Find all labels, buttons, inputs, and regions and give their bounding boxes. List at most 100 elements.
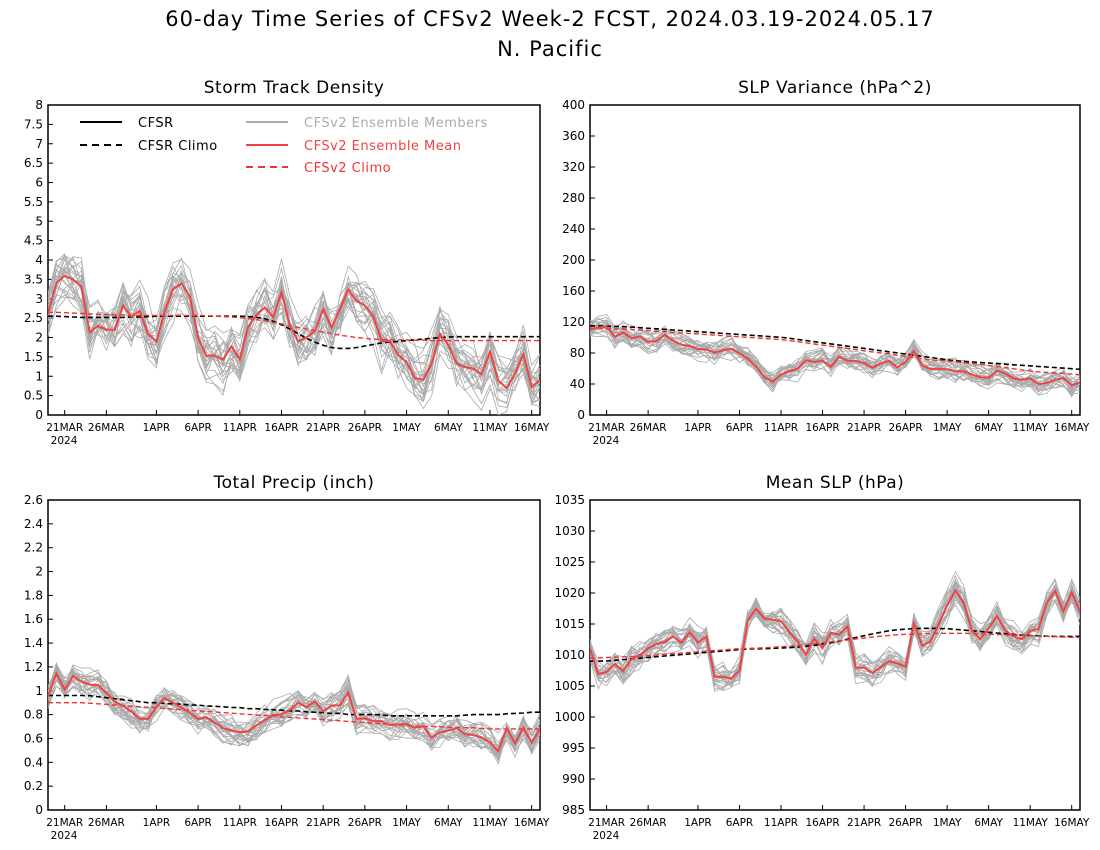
x-tick-label: 11APR bbox=[764, 422, 798, 434]
plot-frame bbox=[47, 499, 541, 811]
x-tick-label: 1APR bbox=[684, 817, 712, 829]
x-tick-label: 6APR bbox=[184, 817, 212, 829]
x-tick-label: 1MAY bbox=[933, 817, 962, 829]
y-tick-label: 160 bbox=[562, 284, 585, 298]
x-tick-label: 21MAR bbox=[588, 422, 625, 434]
x-tick-label: 1APR bbox=[143, 817, 171, 829]
ensemble-member-line bbox=[48, 275, 540, 390]
y-tick-label: 1035 bbox=[554, 493, 585, 507]
y-tick-label: 360 bbox=[562, 129, 585, 143]
legend-label: CFSv2 Ensemble Members bbox=[304, 116, 488, 131]
panel-title: SLP Variance (hPa^2) bbox=[738, 78, 932, 98]
y-tick-label: 1010 bbox=[554, 648, 585, 662]
y-tick-label: 80 bbox=[570, 346, 585, 360]
legend-label: CFSv2 Climo bbox=[304, 161, 391, 176]
ensemble-member-line bbox=[590, 579, 1080, 690]
x-year-label: 2024 bbox=[593, 830, 620, 842]
x-tick-label: 26APR bbox=[889, 422, 923, 434]
y-tick-label: 0 bbox=[35, 408, 43, 422]
ensemble-member-line bbox=[48, 664, 540, 753]
x-year-label: 2024 bbox=[593, 435, 620, 447]
x-tick-label: 16MAY bbox=[1054, 817, 1090, 829]
ensemble-member-line bbox=[590, 325, 1080, 387]
cfsv2-climo-line bbox=[48, 702, 540, 730]
x-tick-label: 1MAY bbox=[392, 422, 421, 434]
y-tick-label: 1000 bbox=[554, 710, 585, 724]
y-tick-label: 0 bbox=[577, 408, 585, 422]
cfsr-climo-line bbox=[590, 325, 1080, 371]
y-tick-label: 7 bbox=[35, 137, 43, 151]
x-tick-label: 26APR bbox=[889, 817, 923, 829]
y-tick-label: 120 bbox=[562, 315, 585, 329]
x-tick-label: 16APR bbox=[805, 817, 839, 829]
x-tick-label: 21APR bbox=[847, 422, 881, 434]
y-tick-label: 990 bbox=[562, 772, 585, 786]
y-tick-label: 3.5 bbox=[24, 272, 43, 286]
x-tick-label: 26MAR bbox=[630, 817, 667, 829]
plot-area bbox=[48, 661, 540, 765]
y-tick-label: 2 bbox=[35, 331, 43, 345]
y-tick-label: 6.5 bbox=[24, 156, 43, 170]
ensemble-member-line bbox=[590, 588, 1080, 685]
y-tick-label: 1.6 bbox=[24, 612, 43, 626]
panel-title: Storm Track Density bbox=[204, 78, 385, 98]
ensemble-member-line bbox=[48, 672, 540, 757]
x-tick-label: 21APR bbox=[306, 422, 340, 434]
ensemble-member-line bbox=[48, 257, 540, 408]
y-tick-label: 240 bbox=[562, 222, 585, 236]
ensemble-mean-line bbox=[48, 671, 540, 754]
y-tick-label: 3 bbox=[35, 292, 43, 306]
y-tick-label: 4 bbox=[35, 253, 43, 267]
y-tick-label: 6 bbox=[35, 176, 43, 190]
x-tick-label: 11MAY bbox=[1013, 422, 1049, 434]
y-tick-label: 1 bbox=[35, 684, 43, 698]
ensemble-member-line bbox=[48, 680, 540, 759]
x-tick-label: 26MAR bbox=[630, 422, 667, 434]
ensemble-member-line bbox=[590, 586, 1080, 681]
x-tick-label: 16APR bbox=[805, 422, 839, 434]
x-tick-label: 26MAR bbox=[88, 422, 125, 434]
x-tick-label: 16MAY bbox=[514, 817, 550, 829]
x-tick-label: 6APR bbox=[726, 422, 754, 434]
cfsv2-climo-line bbox=[590, 632, 1080, 659]
x-year-label: 2024 bbox=[51, 435, 78, 447]
x-tick-label: 16APR bbox=[264, 422, 298, 434]
ensemble-member-line bbox=[590, 326, 1080, 392]
legend: CFSR CFSR Climo CFSv2 Ensemble Members CFSv… bbox=[80, 116, 488, 176]
y-tick-label: 0.4 bbox=[24, 755, 43, 769]
y-tick-label: 5 bbox=[35, 214, 43, 228]
chart-panel-4: Mean SLP (hPa) 985 990 995 1000 1005 1010 1015 1… bbox=[554, 473, 1089, 842]
y-tick-label: 4.5 bbox=[24, 234, 43, 248]
figure-subtitle: N. Pacific bbox=[497, 37, 603, 61]
y-tick-label: 985 bbox=[562, 803, 585, 817]
y-tick-label: 0.2 bbox=[24, 779, 43, 793]
x-tick-label: 6APR bbox=[184, 422, 212, 434]
x-tick-label: 1MAY bbox=[392, 817, 421, 829]
x-tick-label: 11MAY bbox=[472, 422, 508, 434]
figure-title: 60-day Time Series of CFSv2 Week-2 FCST,… bbox=[165, 7, 934, 31]
y-tick-label: 5.5 bbox=[24, 195, 43, 209]
ensemble-member-line bbox=[48, 669, 540, 757]
y-tick-label: 1.2 bbox=[24, 660, 43, 674]
ensemble-member-line bbox=[590, 320, 1080, 391]
panel-title: Total Precip (inch) bbox=[213, 473, 375, 493]
y-tick-label: 400 bbox=[562, 98, 585, 112]
ensemble-member-line bbox=[48, 673, 540, 761]
x-tick-label: 11APR bbox=[223, 817, 257, 829]
x-tick-label: 11APR bbox=[764, 817, 798, 829]
y-tick-label: 280 bbox=[562, 191, 585, 205]
x-tick-label: 11MAY bbox=[472, 817, 508, 829]
x-tick-label: 11APR bbox=[223, 422, 257, 434]
y-tick-label: 200 bbox=[562, 253, 585, 267]
ensemble-member-line bbox=[48, 262, 540, 408]
y-tick-label: 1020 bbox=[554, 586, 585, 600]
ensemble-mean-line bbox=[48, 274, 540, 390]
legend-label: CFSv2 Ensemble Mean bbox=[304, 139, 461, 154]
plot-area bbox=[48, 253, 540, 415]
x-tick-label: 6APR bbox=[726, 817, 754, 829]
ensemble-member-line bbox=[590, 570, 1080, 680]
y-tick-label: 0.5 bbox=[24, 389, 43, 403]
ensemble-member-line bbox=[48, 256, 540, 390]
y-tick-label: 1.4 bbox=[24, 636, 43, 650]
